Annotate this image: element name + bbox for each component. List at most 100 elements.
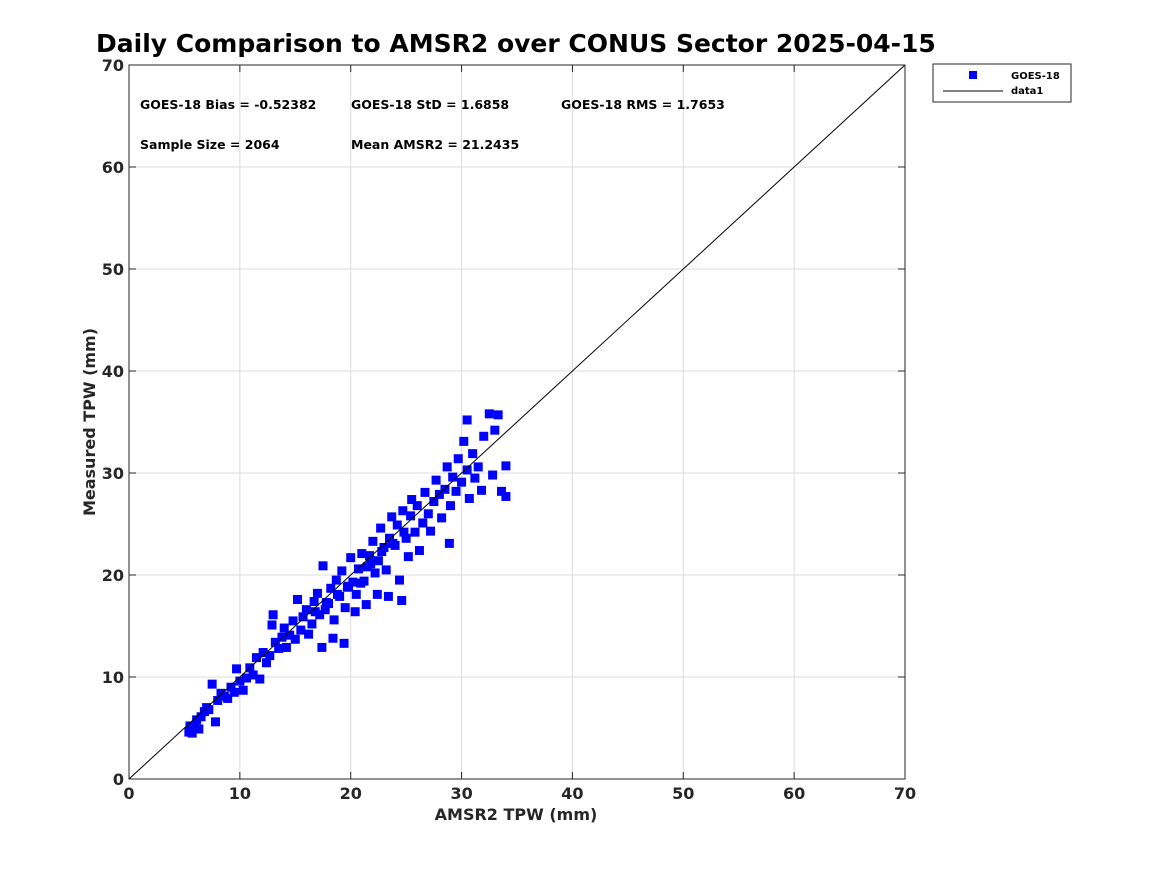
y-tick-label: 60: [102, 158, 124, 177]
scatter-point: [258, 648, 268, 658]
scatter-point: [397, 596, 407, 605]
y-tick-label: 40: [102, 362, 124, 381]
x-tick-label: 70: [894, 784, 916, 803]
scatter-point: [213, 695, 223, 705]
scatter-point: [296, 625, 306, 635]
scatter-point: [331, 575, 341, 585]
scatter-point: [261, 658, 271, 668]
scatter-point: [268, 610, 278, 620]
grid-lines: [129, 65, 905, 779]
scatter-point: [423, 509, 433, 519]
scatter-point: [418, 518, 428, 528]
scatter-point: [343, 581, 353, 591]
scatter-point: [479, 431, 489, 441]
scatter-point: [285, 630, 295, 640]
scatter-point: [426, 526, 436, 536]
scatter-point: [281, 642, 291, 652]
scatter-point: [346, 553, 356, 563]
scatter-point: [501, 491, 511, 501]
scatter-point: [477, 485, 487, 495]
scatter-point: [394, 575, 404, 585]
scatter-point: [361, 600, 371, 610]
plot-border: [128, 64, 906, 780]
scatter-point: [470, 473, 480, 483]
y-tick-label: 0: [113, 770, 124, 789]
scatter-point: [370, 568, 380, 578]
scatter-point: [270, 637, 280, 647]
legend-box: [932, 63, 1072, 103]
scatter-point: [320, 605, 330, 615]
chart-title: Daily Comparison to AMSR2 over CONUS Sec…: [96, 29, 936, 58]
scatter-point: [414, 546, 424, 556]
reference-line-data1: [128, 64, 906, 780]
scatter-point: [318, 561, 328, 571]
scatter-point: [277, 632, 287, 642]
scatter-point: [204, 705, 214, 715]
scatter-point: [255, 674, 265, 684]
scatter-point: [399, 527, 409, 537]
scatter-point: [223, 693, 233, 703]
scatter-point: [309, 597, 319, 607]
scatter-point: [468, 449, 478, 459]
bias-annotation: GOES-18 Bias = -0.52382: [140, 97, 316, 112]
scatter-point: [226, 682, 236, 692]
scatter-point: [196, 712, 206, 722]
y-tick-label: 20: [102, 566, 124, 585]
rms-annotation: GOES-18 RMS = 1.7653: [561, 97, 725, 112]
scatter-point: [388, 538, 398, 548]
y-tick-label: 50: [102, 260, 124, 279]
scatter-point: [406, 511, 416, 521]
scatter-point: [251, 653, 261, 663]
scatter-point: [376, 523, 386, 533]
legend-label-goes18: GOES-18: [1011, 71, 1060, 82]
scatter-point: [274, 643, 284, 653]
x-tick-label: 50: [672, 784, 694, 803]
y-tick-label: 10: [102, 668, 124, 687]
x-axis-label: AMSR2 TPW (mm): [435, 805, 598, 824]
x-tick-label: 30: [450, 784, 472, 803]
scatter-point: [412, 501, 422, 511]
scatter-point: [290, 634, 300, 644]
scatter-point: [493, 410, 503, 420]
scatter-point: [440, 484, 450, 494]
scatter-point: [401, 533, 411, 543]
scatter-point: [403, 552, 413, 562]
std-annotation: GOES-18 StD = 1.6858: [351, 97, 509, 112]
scatter-point: [267, 620, 277, 630]
scatter-point: [351, 589, 361, 599]
scatter-point: [462, 465, 472, 475]
y-tick-label: 70: [102, 56, 124, 75]
scatter-point: [304, 629, 314, 639]
scatter-point: [340, 603, 350, 613]
x-tick-label: 0: [123, 784, 134, 803]
scatter-point: [293, 594, 303, 604]
scatter-point: [445, 501, 455, 511]
scatter-point: [229, 687, 239, 697]
scatter-point: [242, 673, 252, 683]
scatter-point: [392, 520, 402, 530]
scatter-point: [235, 676, 245, 686]
x-tick-label: 40: [561, 784, 583, 803]
scatter-point: [484, 409, 494, 419]
scatter-points: [184, 409, 511, 738]
scatter-point: [310, 607, 320, 617]
scatter-point: [365, 551, 375, 561]
scatter-point: [368, 536, 378, 546]
scatter-point: [431, 475, 441, 485]
scatter-point: [187, 728, 197, 738]
scatter-point: [238, 685, 248, 695]
scatter-point: [312, 588, 322, 598]
y-axis-label: Measured TPW (mm): [80, 328, 99, 516]
y-tick-label: 30: [102, 464, 124, 483]
scatter-point: [377, 547, 387, 557]
scatter-point: [383, 591, 393, 601]
scatter-point: [496, 486, 506, 496]
scatter-point: [357, 549, 367, 559]
x-tick-label: 20: [340, 784, 362, 803]
scatter-point: [462, 415, 472, 425]
scatter-point: [410, 527, 420, 537]
scatter-point: [453, 454, 463, 464]
legend: GOES-18 data1: [932, 63, 1072, 103]
scatter-point: [372, 589, 382, 599]
